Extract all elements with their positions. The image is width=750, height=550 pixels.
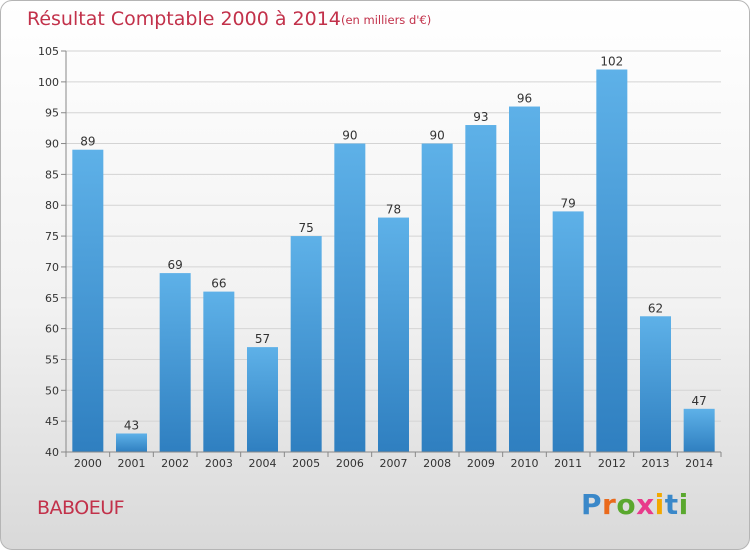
value-label-2005: 75 <box>299 221 314 235</box>
x-tick-label-2007: 2007 <box>380 457 408 470</box>
x-tick-label-2000: 2000 <box>74 457 102 470</box>
bar-2008 <box>421 143 453 453</box>
value-label-2006: 90 <box>342 129 357 143</box>
x-tick-label-2011: 2011 <box>554 457 582 470</box>
value-label-2000: 89 <box>80 135 95 149</box>
chart-subtitle: (en milliers d'€) <box>341 13 432 27</box>
x-tick-label-2003: 2003 <box>205 457 233 470</box>
y-tick-label: 60 <box>45 323 59 336</box>
x-tick-label-2009: 2009 <box>467 457 495 470</box>
y-tick-label: 40 <box>45 446 59 459</box>
value-label-2002: 69 <box>168 258 183 272</box>
value-label-2007: 78 <box>386 203 401 217</box>
y-tick-label: 100 <box>38 76 59 89</box>
proxiti-logo[interactable]: Proxiti <box>581 488 689 521</box>
value-label-2013: 62 <box>648 301 663 315</box>
y-tick-label: 45 <box>45 415 59 428</box>
bar-2005 <box>290 236 322 452</box>
bar-2006 <box>334 143 366 453</box>
value-label-2010: 96 <box>517 92 532 106</box>
y-tick-label: 90 <box>45 138 59 151</box>
bar-2014 <box>683 408 715 452</box>
logo-letter: i <box>654 488 665 521</box>
bar-2003 <box>203 291 235 452</box>
logo-letter: P <box>581 488 603 521</box>
bar-2012 <box>596 69 628 452</box>
x-tick-label-2006: 2006 <box>336 457 364 470</box>
value-label-2014: 47 <box>692 394 707 408</box>
y-tick-label: 75 <box>45 230 59 243</box>
value-label-2008: 90 <box>430 129 445 143</box>
x-tick-label-2005: 2005 <box>292 457 320 470</box>
value-label-2003: 66 <box>211 277 226 291</box>
value-label-2012: 102 <box>600 55 623 69</box>
bar-2010 <box>509 106 540 453</box>
logo-letter: x <box>636 488 655 521</box>
x-tick-label-2004: 2004 <box>249 457 277 470</box>
bar-2001 <box>116 433 147 452</box>
bar-2011 <box>552 211 584 452</box>
x-tick-label-2010: 2010 <box>511 457 539 470</box>
x-tick-label-2008: 2008 <box>423 457 451 470</box>
value-label-2001: 43 <box>124 418 139 432</box>
chart-title: Résultat Comptable 2000 à 2014 <box>27 8 341 30</box>
y-tick-label: 50 <box>45 384 59 397</box>
bar-2007 <box>378 217 409 452</box>
x-tick-label-2012: 2012 <box>598 457 626 470</box>
value-label-2009: 93 <box>473 110 488 124</box>
logo-letter: t <box>664 488 679 521</box>
bar-2009 <box>465 125 497 453</box>
x-tick-label-2002: 2002 <box>161 457 189 470</box>
y-tick-label: 55 <box>45 353 59 366</box>
bar-2000 <box>72 149 104 452</box>
y-tick-label: 70 <box>45 261 59 274</box>
x-tick-label-2001: 2001 <box>118 457 146 470</box>
y-tick-label: 85 <box>45 168 59 181</box>
x-tick-label-2014: 2014 <box>685 457 713 470</box>
logo-letter: i <box>678 488 689 521</box>
x-tick-label-2013: 2013 <box>642 457 670 470</box>
bar-2004 <box>247 347 278 452</box>
y-tick-label: 95 <box>45 107 59 120</box>
y-tick-label: 105 <box>38 45 59 58</box>
commune-name: BABOEUF <box>37 497 125 519</box>
bar-2013 <box>640 316 671 452</box>
value-label-2011: 79 <box>561 196 576 210</box>
y-tick-label: 65 <box>45 292 59 305</box>
value-label-2004: 57 <box>255 332 270 346</box>
logo-letter: o <box>616 488 637 521</box>
bar-2002 <box>159 273 191 452</box>
y-tick-label: 80 <box>45 199 59 212</box>
logo-letter: r <box>602 488 617 521</box>
